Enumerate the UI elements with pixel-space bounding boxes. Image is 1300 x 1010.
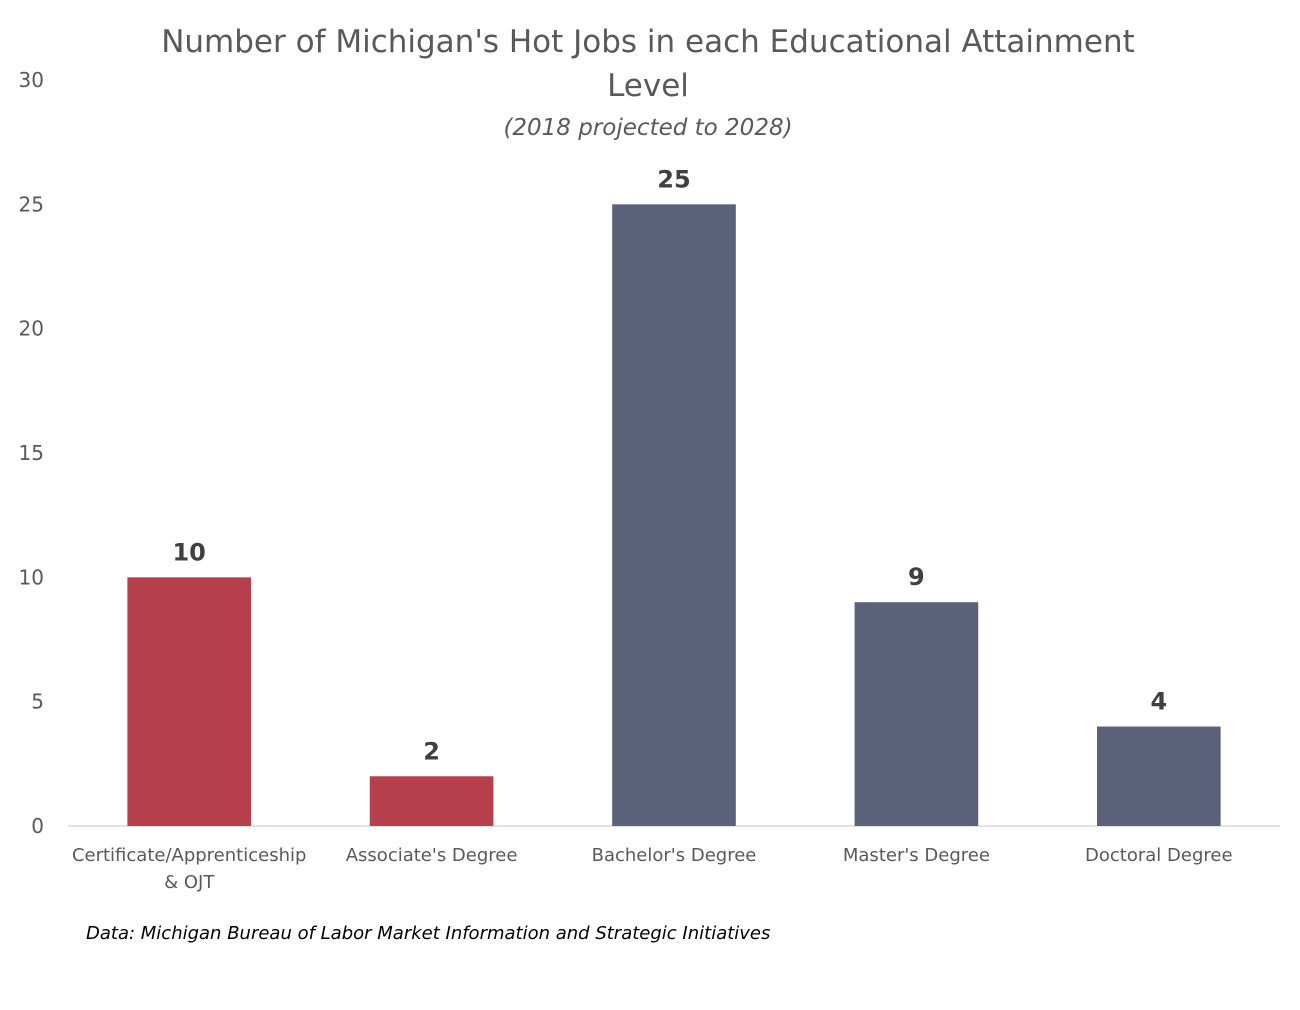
x-axis-categories: Certificate/Apprenticeship & OJT Associate… — [72, 845, 1233, 893]
bar — [127, 577, 252, 826]
y-axis: 0 5 10 15 20 25 30 — [19, 68, 44, 838]
chart-subtitle: (2018 projected to 2028) — [503, 115, 792, 141]
data-label: 25 — [657, 165, 690, 193]
bar — [854, 602, 979, 826]
y-tick-label: 0 — [31, 814, 44, 838]
y-tick-label: 30 — [19, 68, 44, 92]
chart-title-line-2: Level — [607, 68, 689, 104]
value-labels-group: 10 2 25 9 4 — [172, 165, 1167, 765]
data-label: 2 — [423, 737, 440, 765]
bar — [612, 204, 736, 827]
x-tick-label: Associate's Degree — [346, 845, 518, 866]
bar — [1096, 726, 1221, 826]
x-tick-label: Certificate/Apprenticeship & OJT — [72, 845, 306, 893]
source-note: Data: Michigan Bureau of Labor Market In… — [86, 923, 770, 944]
y-tick-label: 25 — [19, 192, 44, 216]
y-tick-label: 10 — [19, 565, 44, 589]
y-tick-label: 20 — [19, 317, 44, 341]
x-tick-label: Master's Degree — [843, 845, 990, 866]
bars-group — [127, 204, 1221, 827]
y-tick-label: 5 — [31, 690, 44, 714]
chart-title-line-1: Number of Michigan's Hot Jobs in each Ed… — [161, 24, 1135, 60]
data-label: 10 — [172, 538, 205, 566]
x-tick-label: Bachelor's Degree — [592, 845, 757, 866]
data-label: 9 — [908, 563, 925, 591]
x-tick-label: Doctoral Degree — [1085, 845, 1233, 866]
bar — [369, 776, 494, 826]
y-tick-label: 15 — [19, 441, 44, 465]
data-label: 4 — [1150, 688, 1167, 716]
